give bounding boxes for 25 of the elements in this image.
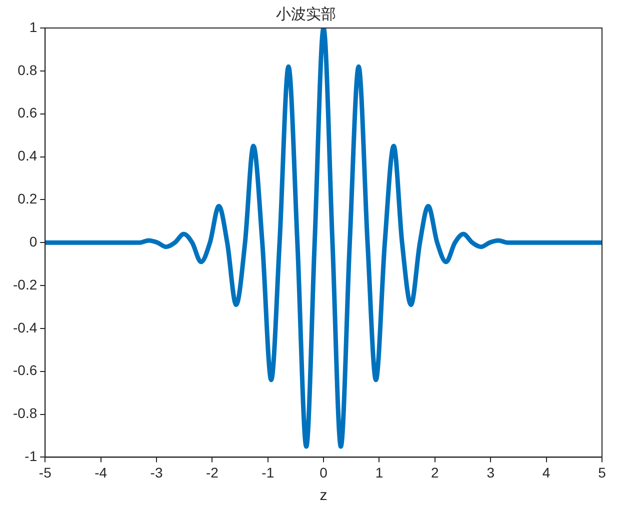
y-tick-label: 1	[29, 18, 38, 35]
x-tick-label: 2	[431, 464, 440, 480]
line-series	[45, 28, 602, 449]
y-tick-label: 0.4	[18, 148, 38, 164]
y-tick-label: -0.8	[13, 405, 38, 422]
x-axis-title: z	[320, 487, 328, 504]
x-tick-label: 1	[375, 464, 384, 480]
x-tick-label: -1	[262, 464, 274, 480]
x-tick-label: 3	[486, 464, 495, 480]
y-tick-label: 0	[29, 233, 38, 250]
x-tick-label: -5	[38, 464, 52, 480]
x-tick-label: 0	[320, 464, 328, 480]
chart-title: 小波实部	[276, 6, 336, 24]
x-tick-label: -4	[94, 464, 108, 480]
y-tick-label: 0.6	[18, 104, 38, 121]
y-tick-label: 0.2	[18, 190, 38, 207]
y-tick-label: 0.8	[18, 62, 38, 78]
x-tick-label: -3	[150, 464, 163, 480]
x-tick-label: 4	[542, 464, 550, 480]
x-tick-label: 5	[598, 464, 606, 480]
y-tick-label: -0.2	[13, 276, 38, 292]
y-tick-label: -0.6	[13, 362, 38, 378]
x-tick-label: -2	[206, 464, 219, 480]
y-tick-label: -0.4	[13, 319, 38, 336]
y-tick-label: -1	[24, 448, 38, 464]
